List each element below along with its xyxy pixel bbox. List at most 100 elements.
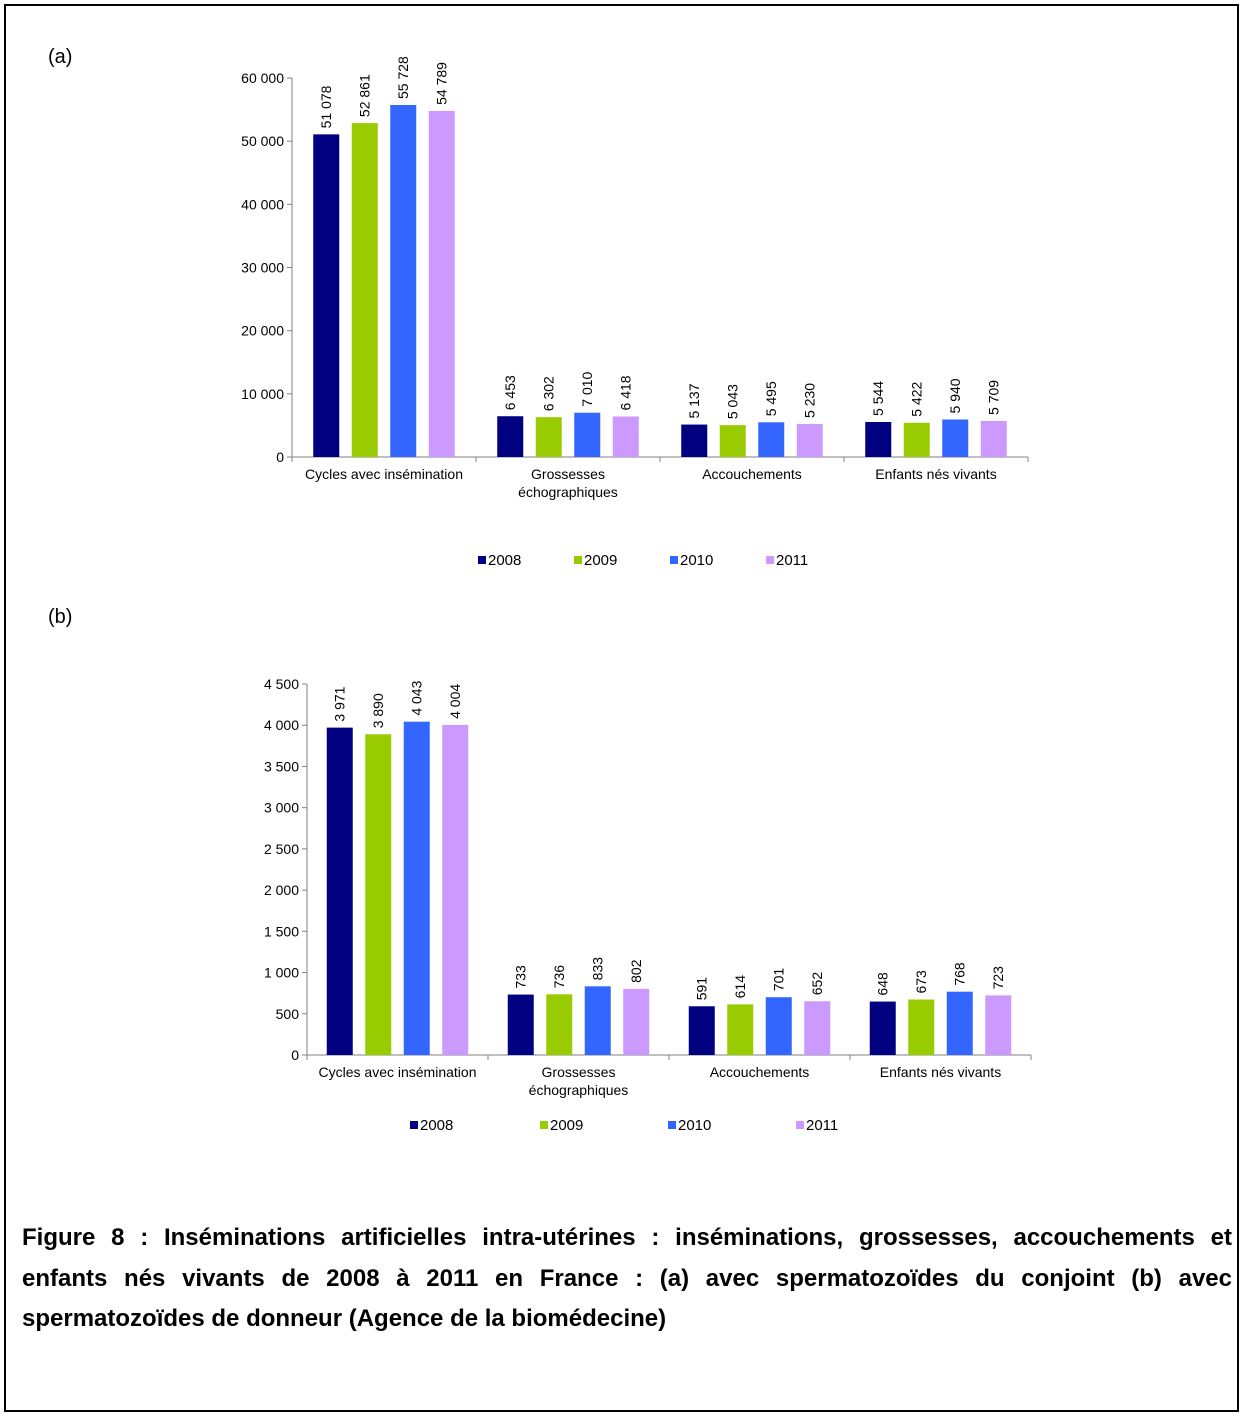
legend-label: 2009 — [550, 1117, 583, 1134]
data-label: 833 — [590, 957, 606, 981]
y-tick-label: 1 000 — [264, 965, 299, 981]
y-tick-label: 500 — [276, 1006, 300, 1022]
category-label: échographiques — [529, 1082, 629, 1098]
data-label: 5 544 — [870, 381, 886, 416]
bar — [546, 994, 573, 1055]
panel-label-b: (b) — [48, 606, 73, 628]
data-label: 768 — [952, 962, 968, 986]
data-label: 5 043 — [725, 384, 741, 419]
category-label: Accouchements — [710, 1064, 810, 1080]
bar — [869, 1001, 896, 1055]
chart-b: 0 500 1 000 1 500 2 000 2 500 3 000 3 500 4 000 4… — [264, 676, 1032, 1134]
data-label: 51 078 — [318, 85, 334, 128]
legend-swatch — [668, 1121, 676, 1129]
y-tick-label: 1 500 — [264, 923, 299, 939]
y-tick-label: 60 000 — [241, 70, 284, 86]
data-label: 723 — [990, 966, 1006, 990]
data-label: 3 890 — [370, 693, 386, 728]
y-tick-label: 20 000 — [241, 323, 284, 339]
bar — [804, 1001, 831, 1055]
data-label: 6 302 — [541, 376, 557, 411]
bar — [612, 416, 639, 457]
bar — [758, 422, 785, 457]
figure-caption: Figure 8 : Inséminations artificielles i… — [22, 1224, 1232, 1332]
category-label: Cycles avec insémination — [305, 466, 463, 482]
data-label: 652 — [809, 972, 825, 996]
data-label: 4 004 — [447, 684, 463, 719]
chart-a: 0 10 000 20 000 30 000 40 000 50 000 60 000 51 … — [241, 56, 1029, 569]
y-tick-label: 0 — [291, 1047, 299, 1063]
bar — [903, 422, 930, 457]
bar — [980, 420, 1007, 457]
legend-swatch — [796, 1121, 804, 1129]
bar — [326, 727, 353, 1055]
data-label: 6 453 — [502, 375, 518, 410]
data-label: 52 861 — [357, 74, 373, 117]
data-label: 6 418 — [618, 375, 634, 410]
y-tick-label: 0 — [276, 449, 284, 465]
y-tick-label: 30 000 — [241, 260, 284, 276]
bar — [313, 134, 340, 457]
figure-frame — [4, 4, 1239, 1412]
data-label: 5 230 — [802, 383, 818, 418]
bar — [727, 1004, 754, 1055]
bar — [403, 721, 430, 1055]
bar — [688, 1006, 715, 1055]
data-label: 55 728 — [395, 56, 411, 99]
data-label: 802 — [628, 959, 644, 983]
bar — [681, 424, 708, 457]
data-label: 5 137 — [686, 383, 702, 418]
data-label: 4 043 — [409, 680, 425, 715]
legend-swatch — [670, 556, 678, 564]
legend-label: 2008 — [488, 552, 521, 569]
legend-swatch — [574, 556, 582, 564]
bar — [942, 419, 969, 457]
legend-label: 2010 — [680, 552, 713, 569]
data-label: 701 — [771, 968, 787, 992]
y-tick-label: 4 000 — [264, 717, 299, 733]
data-label: 5 422 — [909, 382, 925, 417]
y-tick-label: 3 500 — [264, 758, 299, 774]
data-label: 591 — [694, 977, 710, 1001]
category-label: Accouchements — [702, 466, 802, 482]
data-label: 733 — [513, 965, 529, 989]
bar — [623, 988, 650, 1055]
bar — [351, 123, 378, 458]
data-label: 673 — [913, 970, 929, 994]
legend-swatch — [766, 556, 774, 564]
bar — [765, 997, 792, 1055]
category-label: Enfants nés vivants — [875, 466, 996, 482]
y-tick-label: 3 000 — [264, 800, 299, 816]
legend-label: 2008 — [420, 1117, 453, 1134]
y-tick-label: 2 500 — [264, 841, 299, 857]
bar — [390, 104, 417, 457]
y-tick-label: 50 000 — [241, 133, 284, 149]
legend-swatch — [478, 556, 486, 564]
bar — [985, 995, 1012, 1055]
bar — [365, 734, 392, 1055]
legend-label: 2011 — [806, 1117, 838, 1134]
data-label: 7 010 — [579, 371, 595, 406]
bar — [946, 991, 973, 1055]
bar — [796, 423, 823, 457]
panel-label-a: (a) — [48, 46, 73, 68]
y-tick-label: 2 000 — [264, 882, 299, 898]
data-label: 5 709 — [986, 380, 1002, 415]
data-label: 614 — [732, 975, 748, 999]
category-label: Grossesses — [542, 1064, 616, 1080]
bar — [584, 986, 611, 1055]
data-label: 54 789 — [434, 62, 450, 105]
bar — [507, 994, 534, 1055]
data-label: 648 — [875, 972, 891, 996]
legend-swatch — [410, 1121, 418, 1129]
y-tick-label: 4 500 — [264, 676, 299, 692]
data-label: 3 971 — [332, 686, 348, 721]
legend-label: 2009 — [584, 552, 617, 569]
category-label: Enfants nés vivants — [880, 1064, 1001, 1080]
bar — [574, 412, 601, 457]
bar — [535, 417, 562, 457]
bar — [442, 724, 469, 1055]
legend-label: 2010 — [678, 1117, 711, 1134]
bar — [719, 425, 746, 457]
category-label: Grossesses — [531, 466, 605, 482]
